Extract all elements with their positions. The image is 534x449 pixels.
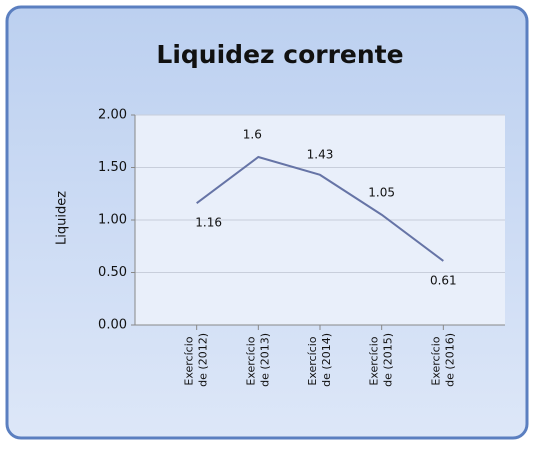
x-tick-label: Exercício de (2015) [368, 333, 395, 387]
x-tick-label: Exercício de (2012) [183, 333, 210, 387]
data-label: 1.05 [368, 185, 395, 199]
data-label: 0.61 [430, 273, 457, 287]
x-tick-label: Exercício de (2013) [244, 333, 271, 387]
data-label: 1.6 [243, 128, 262, 142]
y-axis-title: Liquidez [55, 191, 70, 245]
data-label: 1.16 [195, 216, 222, 230]
x-tick-label: Exercício de (2014) [306, 333, 333, 387]
line-series [196, 155, 444, 262]
y-tick-label: 0.00 [98, 318, 127, 333]
y-tick-label: 2.00 [98, 108, 127, 123]
y-tick-label: 1.50 [98, 160, 127, 175]
y-tick-label: 1.00 [98, 213, 127, 228]
chart-title: Liquidez corrente [156, 40, 403, 69]
x-tick-label: Exercício de (2016) [429, 333, 456, 387]
data-label: 1.43 [307, 147, 334, 161]
y-tick-label: 0.50 [98, 265, 127, 280]
